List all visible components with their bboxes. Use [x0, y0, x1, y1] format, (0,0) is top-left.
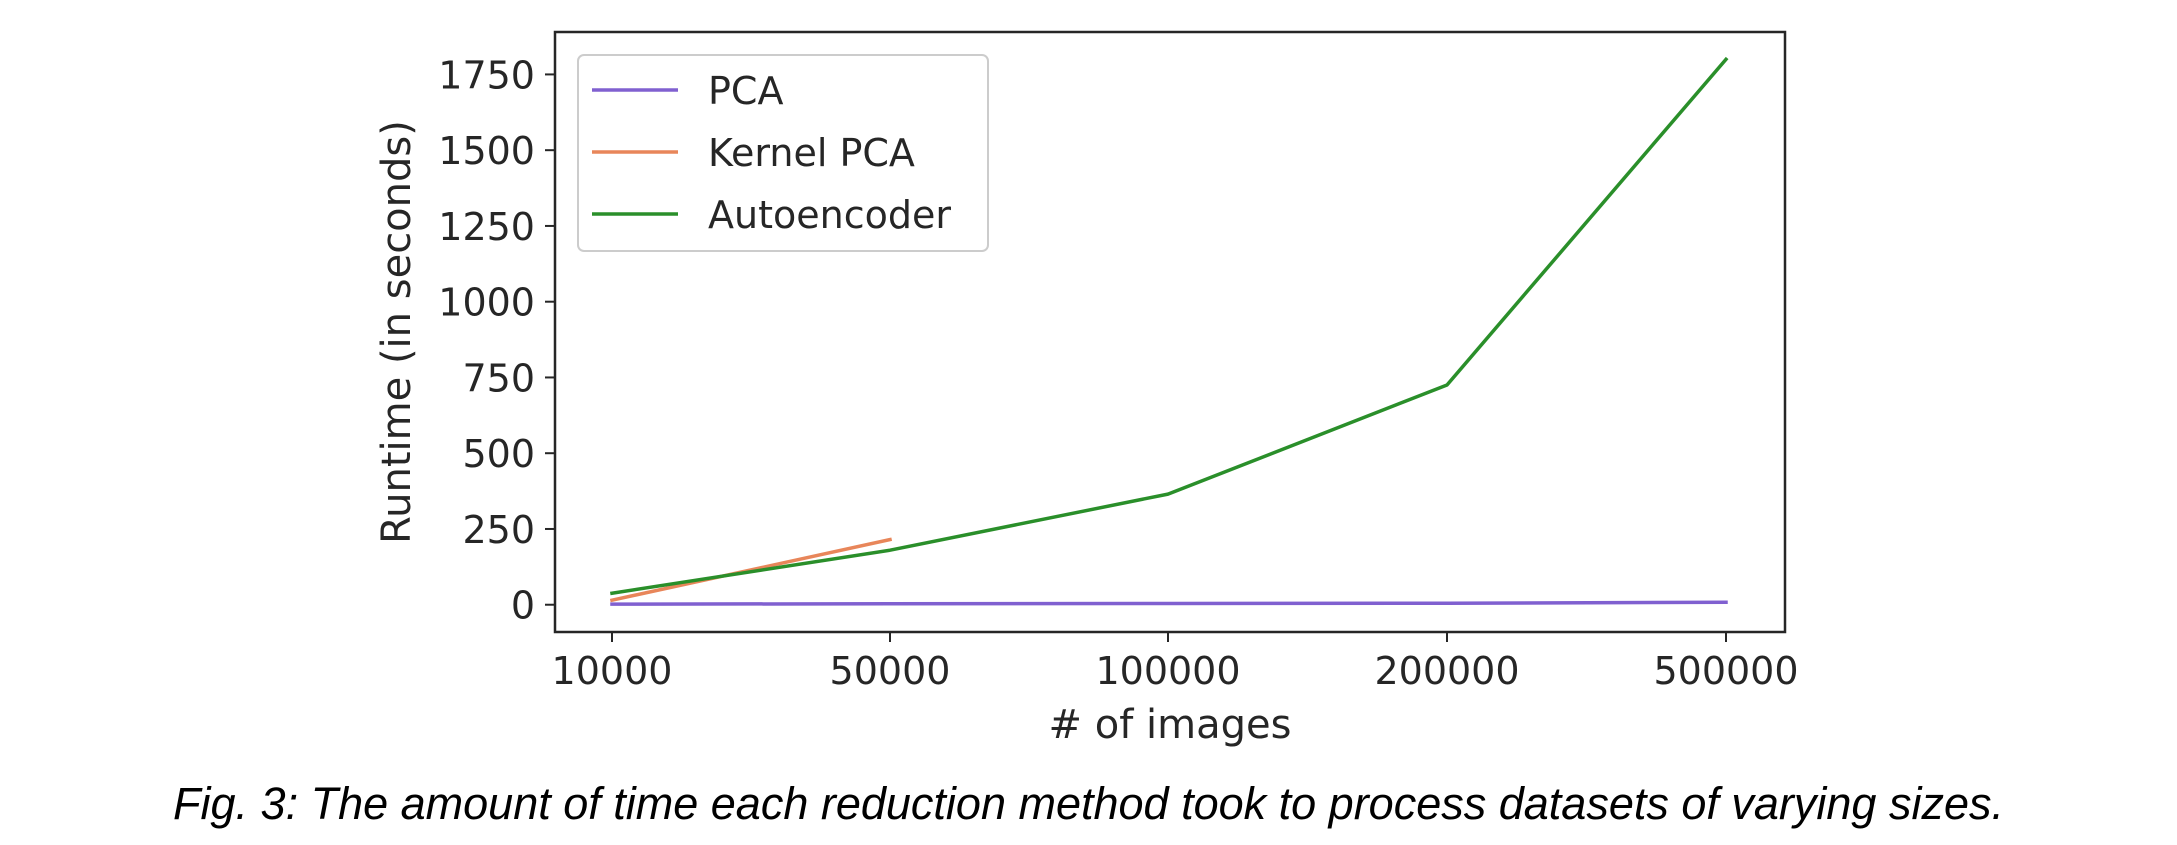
legend-label-pca: PCA [708, 69, 783, 113]
x-axis-label: # of images [1049, 702, 1292, 748]
series-line-pca [610, 600, 1728, 606]
series-layer [609, 56, 1729, 606]
x-tick-label: 500000 [1653, 649, 1798, 693]
y-tick-label: 1750 [438, 53, 535, 97]
y-tick-label: 1500 [438, 129, 535, 173]
legend-label-kernel-pca: Kernel PCA [708, 131, 915, 175]
series-line-kernel-pca [609, 537, 893, 603]
legend-label-autoencoder: Autoencoder [708, 193, 951, 237]
y-tick-label: 500 [462, 432, 535, 476]
x-tick-label: 10000 [552, 649, 673, 693]
y-tick-label: 1250 [438, 205, 535, 249]
x-tick-label: 200000 [1374, 649, 1519, 693]
y-axis-label: Runtime (in seconds) [374, 120, 420, 544]
x-axis: 10000 50000 100000 200000 500000 [552, 632, 1799, 693]
y-tick-label: 250 [462, 508, 535, 552]
plot-frame [553, 30, 1787, 634]
x-tick-label: 50000 [830, 649, 951, 693]
figure-caption: Fig. 3: The amount of time each reductio… [173, 778, 2004, 829]
y-axis: 0 250 500 750 1000 1250 1500 1750 [438, 53, 555, 628]
y-tick-label: 750 [462, 356, 535, 400]
x-tick-label: 100000 [1095, 649, 1240, 693]
y-tick-label: 0 [511, 584, 535, 628]
legend-box [577, 54, 989, 252]
series-line-autoencoder [610, 56, 1729, 596]
legend: PCA Kernel PCA Autoencoder [577, 54, 989, 252]
y-tick-label: 1000 [438, 281, 535, 325]
